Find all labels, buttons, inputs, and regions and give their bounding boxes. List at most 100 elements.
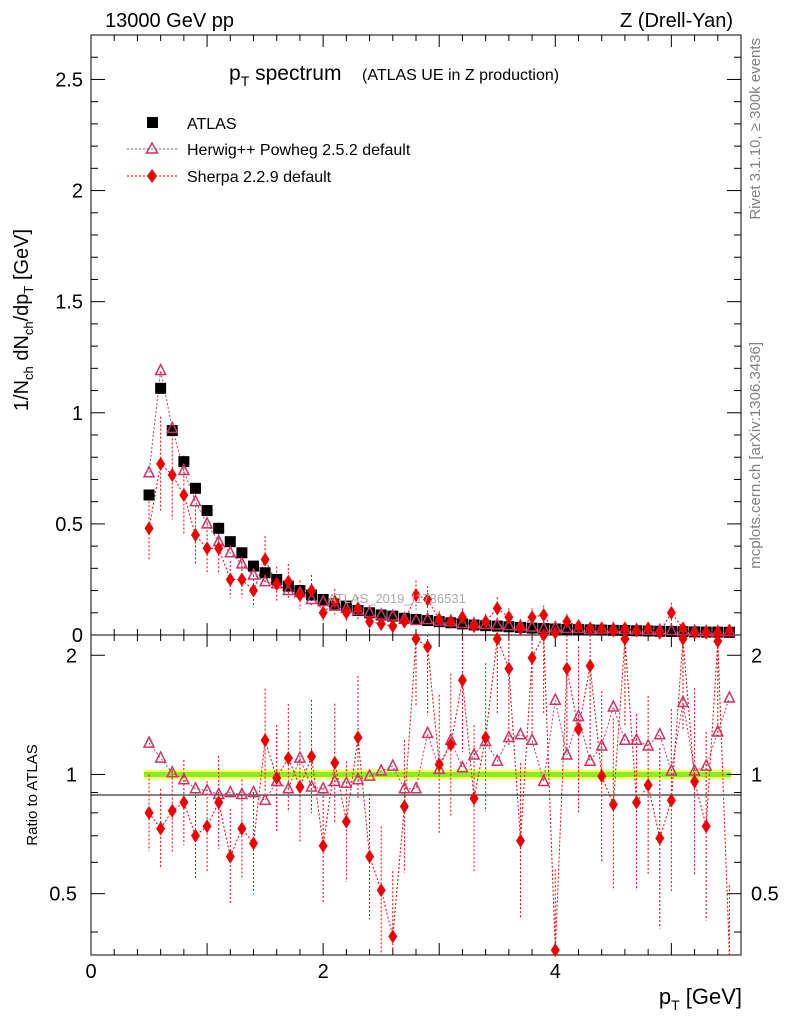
main-atlas-point xyxy=(387,610,399,622)
main-sherpa-point xyxy=(446,614,456,629)
main-atlas-point xyxy=(503,621,515,633)
main-herwig-point xyxy=(258,573,272,587)
ratio-sherpa-point xyxy=(179,795,189,810)
ratio-band-inner xyxy=(144,771,731,778)
ratio-y-tick-label: 0.5 xyxy=(49,884,77,906)
ratio-sherpa-point xyxy=(632,795,642,810)
main-herwig-point xyxy=(224,545,237,558)
ratio-herwig-point xyxy=(456,760,469,773)
ratio-sherpa-point xyxy=(678,631,688,646)
data-markers xyxy=(142,362,736,958)
main-y-tick-label: 0 xyxy=(72,625,83,647)
ratio-sherpa-line xyxy=(148,633,730,956)
ratio-sherpa-point xyxy=(388,929,398,944)
ratio-herwig-point xyxy=(421,725,434,739)
main-atlas-point xyxy=(364,607,376,619)
ratio-herwig-point xyxy=(595,738,608,751)
ratio-herwig-point xyxy=(166,765,179,778)
main-sherpa-point xyxy=(713,625,723,640)
main-atlas-point xyxy=(201,505,213,517)
main-herwig-point xyxy=(502,617,516,631)
x-axis-label-sub: T xyxy=(671,997,680,1013)
main-sherpa-point xyxy=(190,528,200,542)
legend-marker-herwig xyxy=(145,141,159,154)
ratio-sherpa-point xyxy=(643,778,653,793)
main-atlas-point xyxy=(248,560,259,572)
ratio-sherpa-point xyxy=(330,755,340,770)
main-sherpa-point xyxy=(701,625,711,640)
main-sherpa-point xyxy=(504,610,514,625)
main-sherpa-point xyxy=(341,605,351,620)
ratio-sherpa-point xyxy=(701,819,711,834)
main-sherpa-point xyxy=(515,621,525,636)
main-sherpa-point xyxy=(179,488,189,502)
ratio-herwig-point xyxy=(699,758,713,771)
x-axis-label-rest: [GeV] xyxy=(680,984,742,1009)
ratio-herwig-point xyxy=(363,768,376,781)
energy-label: 13000 GeV pp xyxy=(105,10,234,32)
x-tick-label: 0 xyxy=(85,961,96,983)
main-herwig-point xyxy=(560,620,574,634)
main-sherpa-point xyxy=(249,583,258,598)
ratio-herwig-point xyxy=(491,753,504,766)
ratio-herwig-point xyxy=(641,738,655,751)
ratio-sherpa-point xyxy=(515,833,525,848)
ratio-sherpa-point xyxy=(399,799,409,814)
ratio-sherpa-point xyxy=(353,730,363,745)
ratio-sherpa-point xyxy=(156,821,166,836)
main-sherpa-point xyxy=(562,614,572,629)
ratio-sherpa-point xyxy=(585,658,595,673)
ratio-sherpa-point xyxy=(365,849,375,864)
analysis-watermark: ATLAS_2019_I1736531 xyxy=(328,591,466,606)
ratio-herwig-point xyxy=(328,773,341,787)
main-sherpa-point xyxy=(608,623,618,638)
ratio-herwig-point xyxy=(583,753,597,766)
ratio-y-tick-label-right: 1 xyxy=(751,764,762,786)
main-atlas-point xyxy=(213,522,225,534)
main-herwig-point xyxy=(166,420,179,434)
ratio-y-tick-label-right: 0.5 xyxy=(751,884,779,906)
ratio-herwig-point xyxy=(560,747,574,760)
main-sherpa-point xyxy=(457,610,467,625)
ratio-herwig-point xyxy=(433,761,446,775)
main-sherpa-point xyxy=(388,619,398,634)
legend: ATLAS Herwig++ Powheg 2.5.2 default Sher… xyxy=(127,116,411,186)
ratio-sherpa-point xyxy=(690,774,700,789)
main-sherpa-point xyxy=(469,619,479,634)
main-atlas-point xyxy=(189,482,201,494)
main-y-axis-label: 1/Nch dNch/dpT [GeV] xyxy=(11,229,36,411)
main-sherpa-point xyxy=(434,612,444,627)
ratio-herwig-point xyxy=(374,763,388,776)
main-sherpa-point xyxy=(690,625,700,640)
main-sherpa-point xyxy=(156,456,166,471)
main-herwig-point xyxy=(200,516,214,529)
main-atlas-point xyxy=(375,609,387,621)
ratio-y-tick-label-right: 2 xyxy=(751,645,762,667)
ratio-herwig-point xyxy=(618,732,632,746)
ratio-y-axis-label: Ratio to ATLAS xyxy=(24,744,41,845)
ratio-herwig-point xyxy=(247,784,260,798)
main-sherpa-point xyxy=(724,623,734,638)
main-herwig-point xyxy=(305,591,318,605)
ratio-herwig-point xyxy=(386,758,399,771)
x-axis-label-main: p xyxy=(659,984,671,1009)
ratio-sherpa-point xyxy=(411,631,421,646)
main-atlas-point xyxy=(166,425,178,437)
ratio-y-tick-label: 1 xyxy=(66,764,77,786)
ratio-herwig-point xyxy=(293,750,307,763)
ratio-sherpa-point xyxy=(527,650,537,665)
ratio-herwig-point xyxy=(224,784,237,798)
ratio-herwig-point xyxy=(630,732,643,746)
plot-title: pT spectrum xyxy=(229,62,341,89)
main-herwig-point xyxy=(491,617,504,630)
ratio-sherpa-point xyxy=(655,831,665,846)
legend-label-sherpa: Sherpa 2.2.9 default xyxy=(187,169,332,186)
main-sherpa-point xyxy=(295,588,305,602)
ratio-sherpa-point xyxy=(423,639,433,654)
main-sherpa-point xyxy=(399,614,409,629)
main-herwig-point xyxy=(665,622,678,636)
main-atlas-point xyxy=(526,622,538,634)
ratio-sherpa-point xyxy=(539,628,549,642)
ratio-herwig-point xyxy=(409,781,423,794)
